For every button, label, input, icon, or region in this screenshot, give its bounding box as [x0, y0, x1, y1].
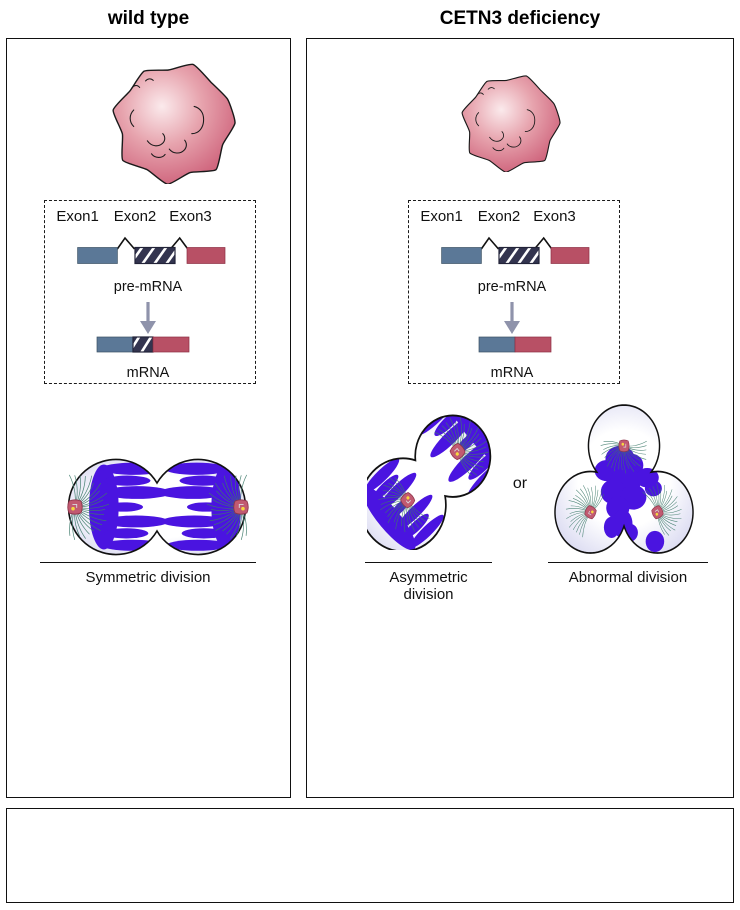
svg-text:Exon1: Exon1 — [420, 208, 463, 225]
svg-text:mRNA: mRNA — [127, 365, 170, 381]
svg-text:Exon1: Exon1 — [56, 208, 99, 225]
svg-text:pre-mRNA: pre-mRNA — [478, 279, 547, 295]
svg-text:Exon3: Exon3 — [533, 208, 576, 225]
svg-text:pre-mRNA: pre-mRNA — [114, 279, 183, 295]
svg-text:Exon2: Exon2 — [114, 208, 157, 225]
svg-text:Exon3: Exon3 — [169, 208, 212, 225]
svg-text:Exon2: Exon2 — [478, 208, 521, 225]
